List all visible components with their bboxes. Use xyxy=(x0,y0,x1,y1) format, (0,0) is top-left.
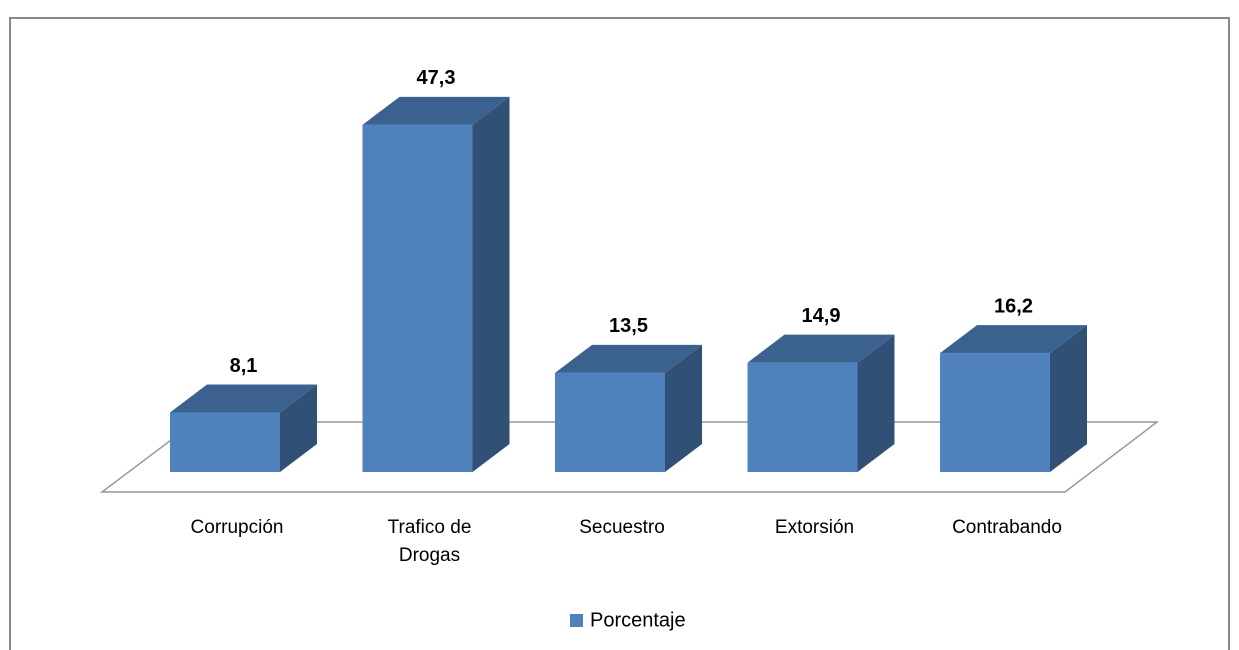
bar xyxy=(940,353,1050,472)
bar-top xyxy=(940,325,1087,354)
value-label: 47,3 xyxy=(417,67,456,89)
value-label: 8,1 xyxy=(230,355,258,377)
x-tick-label: Trafico de Drogas xyxy=(387,517,472,566)
bar-side xyxy=(665,344,702,472)
bar-top xyxy=(362,96,510,125)
x-tick-label: Corrupción xyxy=(190,517,284,538)
value-label: 13,5 xyxy=(609,315,648,337)
bar xyxy=(362,124,473,473)
bar-top xyxy=(555,344,702,373)
legend-swatch xyxy=(570,614,583,627)
bar-top xyxy=(170,384,317,413)
x-tick-label: Secuestro xyxy=(579,517,665,538)
bar xyxy=(170,412,280,472)
value-label: 14,9 xyxy=(802,305,841,327)
bar xyxy=(555,372,665,472)
x-tick-label: Contrabando xyxy=(952,517,1062,538)
value-label: 16,2 xyxy=(994,295,1033,317)
bar-side xyxy=(857,334,895,472)
chart-frame xyxy=(9,17,1230,650)
bar-side xyxy=(472,96,510,473)
x-tick-label: Extorsión xyxy=(774,517,855,538)
legend-label: Porcentaje xyxy=(590,609,686,631)
bar-side xyxy=(280,384,317,472)
bar xyxy=(747,362,858,472)
bar-side xyxy=(1050,325,1087,472)
bar-top xyxy=(747,334,895,363)
